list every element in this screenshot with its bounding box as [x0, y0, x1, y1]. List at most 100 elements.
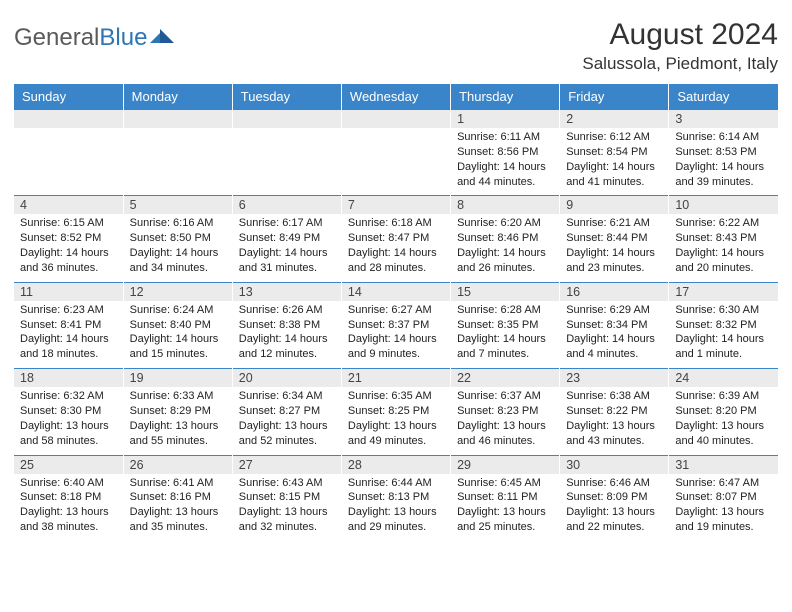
day-content-row: Sunrise: 6:23 AMSunset: 8:41 PMDaylight:… [14, 301, 778, 369]
day-content-cell: Sunrise: 6:22 AMSunset: 8:43 PMDaylight:… [669, 214, 778, 282]
day-number-cell: 4 [14, 196, 123, 215]
daylight-text: Daylight: 14 hours and 39 minutes. [675, 160, 772, 190]
sunrise-text: Sunrise: 6:11 AM [457, 130, 553, 145]
sunset-text: Sunset: 8:47 PM [348, 231, 444, 246]
sunset-text: Sunset: 8:20 PM [675, 404, 772, 419]
day-content-cell: Sunrise: 6:26 AMSunset: 8:38 PMDaylight:… [232, 301, 341, 369]
sunset-text: Sunset: 8:22 PM [566, 404, 662, 419]
day-content-cell [232, 128, 341, 196]
day-content-cell: Sunrise: 6:12 AMSunset: 8:54 PMDaylight:… [560, 128, 669, 196]
sunrise-text: Sunrise: 6:28 AM [457, 303, 553, 318]
day-content-cell: Sunrise: 6:28 AMSunset: 8:35 PMDaylight:… [451, 301, 560, 369]
day-content-cell: Sunrise: 6:47 AMSunset: 8:07 PMDaylight:… [669, 474, 778, 541]
day-content-cell: Sunrise: 6:23 AMSunset: 8:41 PMDaylight:… [14, 301, 123, 369]
daylight-text: Daylight: 13 hours and 43 minutes. [566, 419, 662, 449]
sunset-text: Sunset: 8:29 PM [130, 404, 226, 419]
logo-text-1: General [14, 24, 99, 52]
daylight-text: Daylight: 14 hours and 41 minutes. [566, 160, 662, 190]
sunset-text: Sunset: 8:11 PM [457, 490, 553, 505]
daylight-text: Daylight: 13 hours and 58 minutes. [20, 419, 117, 449]
day-content-cell: Sunrise: 6:27 AMSunset: 8:37 PMDaylight:… [341, 301, 450, 369]
sunset-text: Sunset: 8:44 PM [566, 231, 662, 246]
weekday-header: Saturday [669, 84, 778, 110]
sunrise-text: Sunrise: 6:45 AM [457, 476, 553, 491]
day-number-cell: 12 [123, 282, 232, 301]
logo-triangles-icon [150, 24, 176, 52]
sunset-text: Sunset: 8:49 PM [239, 231, 335, 246]
day-number-row: 45678910 [14, 196, 778, 215]
day-number-cell: 29 [451, 455, 560, 474]
day-content-cell: Sunrise: 6:16 AMSunset: 8:50 PMDaylight:… [123, 214, 232, 282]
location: Salussola, Piedmont, Italy [582, 54, 778, 74]
weekday-header: Tuesday [232, 84, 341, 110]
sunrise-text: Sunrise: 6:14 AM [675, 130, 772, 145]
sunset-text: Sunset: 8:46 PM [457, 231, 553, 246]
day-content-cell: Sunrise: 6:29 AMSunset: 8:34 PMDaylight:… [560, 301, 669, 369]
sunrise-text: Sunrise: 6:22 AM [675, 216, 772, 231]
day-number-cell: 3 [669, 110, 778, 129]
day-number-cell: 9 [560, 196, 669, 215]
day-content-cell: Sunrise: 6:24 AMSunset: 8:40 PMDaylight:… [123, 301, 232, 369]
sunrise-text: Sunrise: 6:32 AM [20, 389, 117, 404]
sunrise-text: Sunrise: 6:15 AM [20, 216, 117, 231]
sunset-text: Sunset: 8:52 PM [20, 231, 117, 246]
day-content-cell: Sunrise: 6:14 AMSunset: 8:53 PMDaylight:… [669, 128, 778, 196]
day-number-cell: 17 [669, 282, 778, 301]
sunrise-text: Sunrise: 6:47 AM [675, 476, 772, 491]
day-content-cell: Sunrise: 6:18 AMSunset: 8:47 PMDaylight:… [341, 214, 450, 282]
day-number-cell: 5 [123, 196, 232, 215]
daylight-text: Daylight: 14 hours and 7 minutes. [457, 332, 553, 362]
title-block: August 2024 Salussola, Piedmont, Italy [582, 18, 778, 74]
day-content-cell: Sunrise: 6:37 AMSunset: 8:23 PMDaylight:… [451, 387, 560, 455]
sunrise-text: Sunrise: 6:33 AM [130, 389, 226, 404]
day-number-cell: 18 [14, 369, 123, 388]
weekday-header-row: Sunday Monday Tuesday Wednesday Thursday… [14, 84, 778, 110]
sunset-text: Sunset: 8:35 PM [457, 318, 553, 333]
sunset-text: Sunset: 8:37 PM [348, 318, 444, 333]
sunrise-text: Sunrise: 6:27 AM [348, 303, 444, 318]
day-content-cell [14, 128, 123, 196]
day-number-row: 123 [14, 110, 778, 129]
day-number-row: 18192021222324 [14, 369, 778, 388]
sunrise-text: Sunrise: 6:26 AM [239, 303, 335, 318]
day-content-cell: Sunrise: 6:21 AMSunset: 8:44 PMDaylight:… [560, 214, 669, 282]
calendar-table: Sunday Monday Tuesday Wednesday Thursday… [14, 84, 778, 541]
day-number-cell: 21 [341, 369, 450, 388]
day-content-cell: Sunrise: 6:44 AMSunset: 8:13 PMDaylight:… [341, 474, 450, 541]
day-number-cell: 23 [560, 369, 669, 388]
day-number-cell: 6 [232, 196, 341, 215]
day-content-cell: Sunrise: 6:35 AMSunset: 8:25 PMDaylight:… [341, 387, 450, 455]
daylight-text: Daylight: 14 hours and 26 minutes. [457, 246, 553, 276]
sunrise-text: Sunrise: 6:20 AM [457, 216, 553, 231]
sunset-text: Sunset: 8:13 PM [348, 490, 444, 505]
sunset-text: Sunset: 8:40 PM [130, 318, 226, 333]
sunrise-text: Sunrise: 6:34 AM [239, 389, 335, 404]
weekday-header: Wednesday [341, 84, 450, 110]
sunset-text: Sunset: 8:32 PM [675, 318, 772, 333]
day-number-cell: 13 [232, 282, 341, 301]
day-content-cell: Sunrise: 6:32 AMSunset: 8:30 PMDaylight:… [14, 387, 123, 455]
day-number-cell: 24 [669, 369, 778, 388]
day-content-cell: Sunrise: 6:40 AMSunset: 8:18 PMDaylight:… [14, 474, 123, 541]
day-number-cell: 20 [232, 369, 341, 388]
daylight-text: Daylight: 13 hours and 55 minutes. [130, 419, 226, 449]
day-content-cell: Sunrise: 6:15 AMSunset: 8:52 PMDaylight:… [14, 214, 123, 282]
sunset-text: Sunset: 8:27 PM [239, 404, 335, 419]
sunset-text: Sunset: 8:25 PM [348, 404, 444, 419]
sunset-text: Sunset: 8:38 PM [239, 318, 335, 333]
day-content-cell: Sunrise: 6:17 AMSunset: 8:49 PMDaylight:… [232, 214, 341, 282]
daylight-text: Daylight: 14 hours and 23 minutes. [566, 246, 662, 276]
daylight-text: Daylight: 13 hours and 29 minutes. [348, 505, 444, 535]
day-content-cell: Sunrise: 6:41 AMSunset: 8:16 PMDaylight:… [123, 474, 232, 541]
day-content-cell: Sunrise: 6:38 AMSunset: 8:22 PMDaylight:… [560, 387, 669, 455]
daylight-text: Daylight: 14 hours and 34 minutes. [130, 246, 226, 276]
day-content-cell: Sunrise: 6:34 AMSunset: 8:27 PMDaylight:… [232, 387, 341, 455]
sunset-text: Sunset: 8:54 PM [566, 145, 662, 160]
day-content-cell [123, 128, 232, 196]
sunset-text: Sunset: 8:30 PM [20, 404, 117, 419]
day-number-cell [123, 110, 232, 129]
day-content-row: Sunrise: 6:11 AMSunset: 8:56 PMDaylight:… [14, 128, 778, 196]
sunset-text: Sunset: 8:15 PM [239, 490, 335, 505]
sunrise-text: Sunrise: 6:44 AM [348, 476, 444, 491]
sunset-text: Sunset: 8:07 PM [675, 490, 772, 505]
